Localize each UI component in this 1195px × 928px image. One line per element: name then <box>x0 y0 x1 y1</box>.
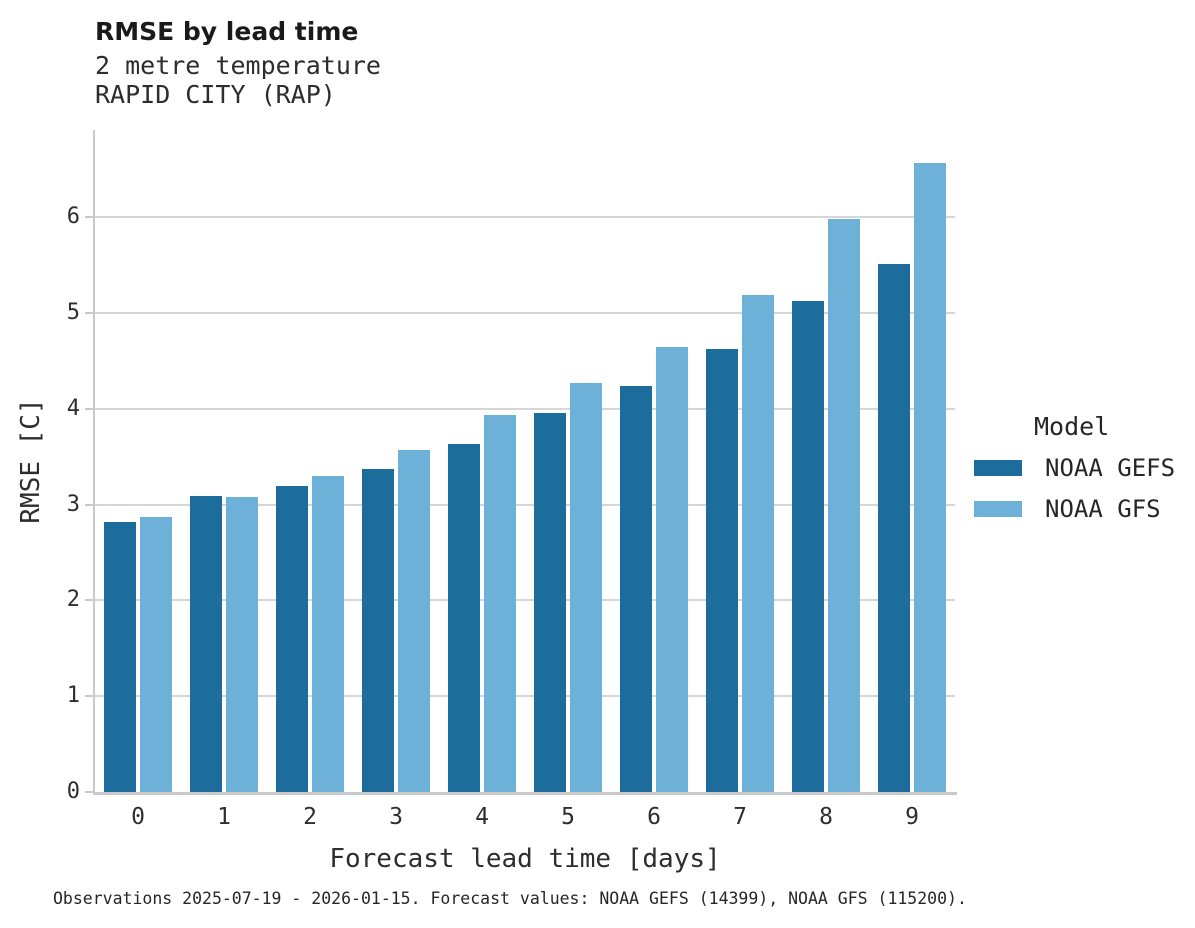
x-tick-label-3: 3 <box>389 804 403 830</box>
bar-noaa-gfs-day-9 <box>914 163 946 792</box>
gridline-y-5 <box>95 311 955 314</box>
y-tick-mark-6 <box>85 216 94 219</box>
bar-noaa-gfs-day-7 <box>742 295 774 792</box>
bar-group-day-1 <box>181 130 267 792</box>
legend-entry-noaa-gfs: NOAA GFS <box>974 495 1189 523</box>
bar-group-day-0 <box>95 130 181 792</box>
bar-group-day-3 <box>353 130 439 792</box>
legend-entry-noaa-gefs: NOAA GEFS <box>974 454 1189 482</box>
bar-noaa-gefs-day-8 <box>792 301 824 792</box>
bar-group-day-8 <box>783 130 869 792</box>
x-tick-label-7: 7 <box>733 804 747 830</box>
y-tick-mark-3 <box>85 503 94 506</box>
y-tick-mark-5 <box>85 311 94 314</box>
x-tick-label-0: 0 <box>131 804 145 830</box>
gridline-y-2 <box>95 599 955 602</box>
bar-noaa-gfs-day-6 <box>656 347 688 792</box>
y-tick-label-6: 6 <box>66 204 80 230</box>
x-axis-tick-labels: 0 1 2 3 4 5 6 7 8 9 <box>95 804 955 830</box>
bars-layer <box>95 130 955 792</box>
y-tick-mark-0 <box>85 791 94 793</box>
bar-group-day-6 <box>611 130 697 792</box>
bar-noaa-gefs-day-4 <box>448 444 480 792</box>
legend-entries: NOAA GEFS NOAA GFS <box>974 454 1189 523</box>
legend-title: Model <box>1034 412 1110 441</box>
bar-noaa-gfs-day-2 <box>312 476 344 792</box>
x-tick-label-8: 8 <box>819 804 833 830</box>
chart-title: RMSE by lead time <box>95 17 359 46</box>
plot-area <box>95 130 955 792</box>
footer-caption: Observations 2025-07-19 - 2026-01-15. Fo… <box>53 889 967 908</box>
bar-group-day-9 <box>869 130 955 792</box>
x-axis-title: Forecast lead time [days] <box>329 844 721 874</box>
bar-noaa-gefs-day-7 <box>706 349 738 792</box>
bar-group-day-5 <box>525 130 611 792</box>
y-tick-mark-1 <box>85 695 94 698</box>
y-tick-label-1: 1 <box>66 683 80 709</box>
bar-noaa-gefs-day-2 <box>276 486 308 792</box>
gridline-y-4 <box>95 407 955 410</box>
bar-noaa-gfs-day-5 <box>570 383 602 792</box>
bar-noaa-gfs-day-3 <box>398 450 430 792</box>
gridline-y-1 <box>95 695 955 698</box>
x-tick-label-2: 2 <box>303 804 317 830</box>
y-tick-label-3: 3 <box>66 491 80 517</box>
bar-noaa-gefs-day-0 <box>104 522 136 792</box>
y-tick-label-2: 2 <box>66 587 80 613</box>
y-tick-mark-2 <box>85 599 94 602</box>
x-tick-label-1: 1 <box>217 804 231 830</box>
bar-noaa-gefs-day-1 <box>190 496 222 792</box>
y-axis-spine <box>93 130 95 795</box>
bar-group-day-2 <box>267 130 353 792</box>
y-tick-label-0: 0 <box>66 779 80 804</box>
chart-subtitle-station: RAPID CITY (RAP) <box>95 80 336 109</box>
bar-noaa-gfs-day-1 <box>226 497 258 792</box>
bar-group-day-4 <box>439 130 525 792</box>
bar-noaa-gefs-day-6 <box>620 386 652 792</box>
legend-swatch-noaa-gfs <box>974 501 1022 517</box>
y-tick-mark-4 <box>85 407 94 410</box>
gridline-y-6 <box>95 216 955 219</box>
bar-group-day-7 <box>697 130 783 792</box>
chart-subtitle-variable: 2 metre temperature <box>95 51 381 80</box>
bar-noaa-gefs-day-9 <box>878 264 910 792</box>
legend-swatch-noaa-gefs <box>974 460 1022 476</box>
bar-noaa-gfs-day-4 <box>484 415 516 792</box>
legend-label-noaa-gfs: NOAA GFS <box>1045 495 1161 523</box>
x-tick-label-6: 6 <box>647 804 661 830</box>
legend: Model NOAA GEFS NOAA GFS <box>974 412 1189 523</box>
bar-noaa-gefs-day-3 <box>362 469 394 792</box>
x-axis-spine <box>93 792 957 795</box>
y-tick-label-5: 5 <box>66 299 80 325</box>
x-tick-label-5: 5 <box>561 804 575 830</box>
legend-label-noaa-gefs: NOAA GEFS <box>1045 454 1176 482</box>
bar-noaa-gefs-day-5 <box>534 413 566 792</box>
y-tick-label-4: 4 <box>66 395 80 421</box>
gridline-y-3 <box>95 503 955 506</box>
x-tick-label-9: 9 <box>905 804 919 830</box>
x-tick-label-4: 4 <box>475 804 489 830</box>
bar-noaa-gfs-day-8 <box>828 219 860 792</box>
bar-noaa-gfs-day-0 <box>140 517 172 792</box>
